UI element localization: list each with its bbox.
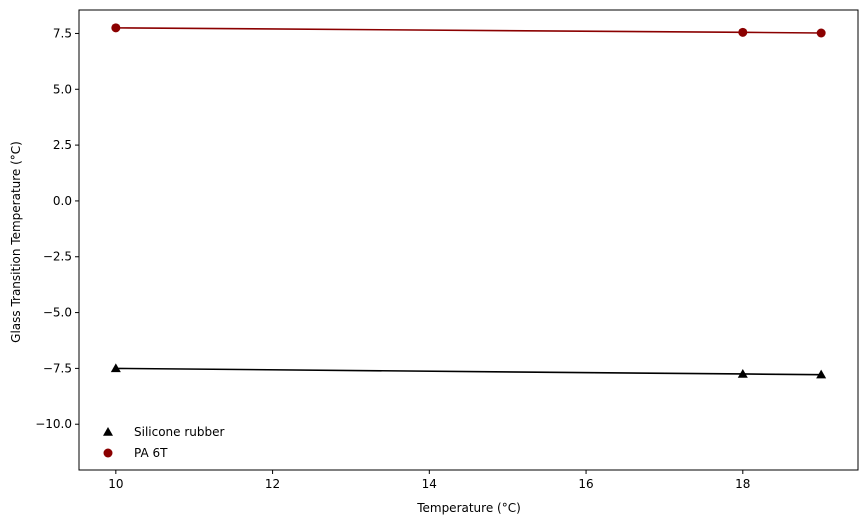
legend-marker [103,427,113,436]
legend-label: PA 6T [134,446,168,460]
series-1-point [110,363,121,373]
axis-layer: 10 12 14 16 18 −10.0 −7.5 −5.0 −2.5 0.0 2.5 5.0 7.5 [35,26,750,491]
series-1-point [737,368,748,378]
x-tick-label: 12 [265,477,280,491]
legend-marker [103,448,113,458]
y-axis-title: Glass Transition Temperature (°C) [9,141,23,343]
y-tick-label: 0.0 [53,194,72,208]
series-2-point [111,23,121,33]
legend-label: Silicone rubber [134,425,225,439]
y-tick-label: 2.5 [53,138,72,152]
plot-layer [110,23,827,379]
x-tick-label: 10 [108,477,123,491]
y-tick-label: −5.0 [43,306,72,320]
y-tick-label: −2.5 [43,250,72,264]
y-tick-label: −7.5 [43,361,72,375]
plot-frame [78,9,859,471]
x-tick-label: 18 [735,477,750,491]
y-tick-label: 5.0 [53,82,72,96]
series-2-point [738,27,748,37]
legend: Silicone rubber PA 6T [103,425,225,460]
series-2-point [816,28,826,38]
x-tick-label: 14 [422,477,437,491]
x-axis-title: Temperature (°C) [416,501,521,515]
y-tick-label: 7.5 [53,26,72,40]
series-1-point [816,369,827,379]
y-tick-label: −10.0 [35,417,72,431]
x-tick-label: 16 [578,477,593,491]
